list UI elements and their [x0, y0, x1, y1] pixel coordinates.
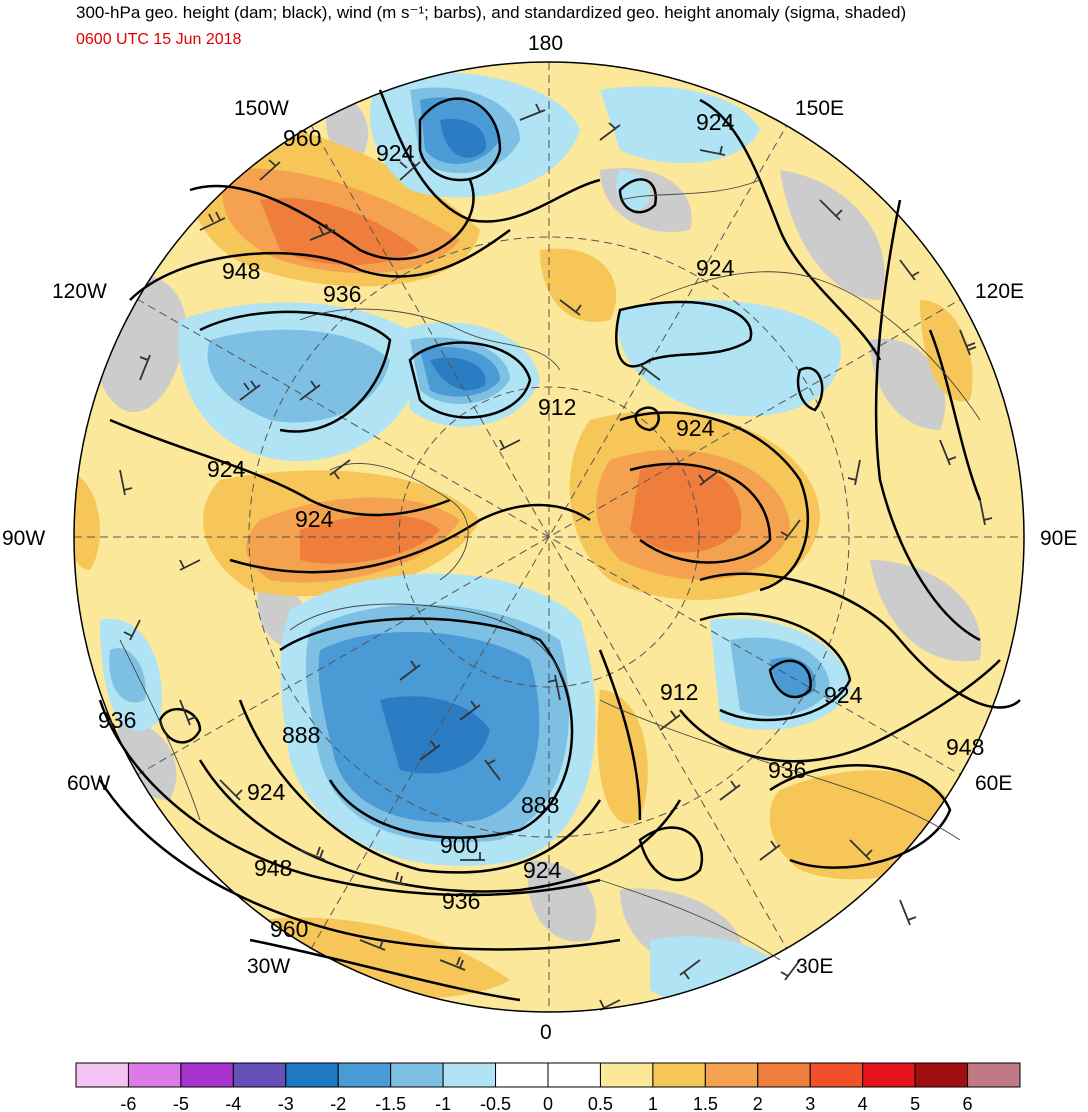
lon-label-150e: 150E: [795, 97, 845, 120]
colorbar-tick-label: 4: [858, 1094, 868, 1112]
contour-labels: 960 924 948 936 924 924 912 924 924 924 …: [98, 109, 984, 942]
colorbar-tick-label: 1.5: [693, 1094, 718, 1112]
map-border: [73, 61, 1025, 1013]
contour-label: 924: [676, 415, 715, 441]
contour-label: 924: [247, 779, 286, 805]
coastlines: [119, 179, 981, 961]
contour-label: 924: [696, 109, 735, 135]
colorbar-swatch: [127, 1062, 182, 1088]
colorbar-tick-label: 1: [648, 1094, 658, 1112]
map-shading: [74, 62, 1024, 1012]
colorbar-tick-label: 0: [543, 1094, 553, 1112]
contour-label: 912: [660, 679, 698, 705]
colorbar-tick-label: 6: [963, 1094, 973, 1112]
colorbar-tick-label: 2: [753, 1094, 763, 1112]
contour-label: 912: [538, 394, 576, 420]
colorbar-tick-label: 5: [910, 1094, 920, 1112]
colorbar-tick-label: -1.5: [375, 1094, 406, 1112]
contour-label: 924: [376, 140, 415, 166]
contour-label: 948: [946, 734, 984, 760]
colorbar-swatch: [757, 1062, 811, 1088]
lon-label-90w: 90W: [2, 527, 46, 550]
colorbar-tick-label: 0.5: [588, 1094, 613, 1112]
height-contours: [98, 89, 1021, 1002]
contour-label: 936: [768, 757, 806, 783]
contour-label: 948: [222, 258, 260, 284]
colorbar-tick-label: -2: [330, 1094, 346, 1112]
contour-label: 924: [523, 857, 562, 883]
lon-label-60w: 60W: [67, 772, 111, 795]
graticule: [74, 62, 1024, 1012]
colorbar-swatch: [914, 1062, 969, 1088]
lon-label-30w: 30W: [247, 955, 291, 978]
colorbar-swatch: [809, 1062, 864, 1088]
contour-label: 948: [254, 855, 292, 881]
colorbar-swatch: [652, 1062, 706, 1088]
wind-barbs: [119, 103, 993, 1011]
chart-title: 300-hPa geo. height (dam; black), wind (…: [76, 3, 907, 22]
lon-label-30e: 30E: [796, 955, 834, 978]
positive-anomaly-3: [260, 198, 742, 564]
colorbar-tick-label: 3: [805, 1094, 815, 1112]
colorbar-tick-label: -0.5: [480, 1094, 511, 1112]
contour-label: 900: [440, 832, 478, 858]
lon-label-90e: 90E: [1040, 527, 1078, 550]
contour-label: 924: [295, 506, 334, 532]
valid-time: 0600 UTC 15 Jun 2018: [76, 31, 242, 48]
colorbar-tick-label: -6: [120, 1094, 136, 1112]
contour-label: 924: [696, 255, 735, 281]
lon-label-120e: 120E: [975, 280, 1025, 303]
colorbar-swatch: [285, 1062, 339, 1088]
contour-label: 936: [442, 888, 480, 914]
lon-label-180: 180: [528, 32, 564, 55]
lon-label-120w: 120W: [52, 280, 107, 303]
colorbar-swatch: [599, 1062, 654, 1088]
colorbar-tick-label: -3: [278, 1094, 294, 1112]
colorbar-swatch: [704, 1062, 759, 1088]
lon-label-0: 0: [540, 1021, 552, 1044]
colorbar-tick-label: -1: [435, 1094, 451, 1112]
colorbar-swatch: [547, 1062, 601, 1088]
colorbar-swatch: [495, 1062, 549, 1088]
colorbar-tick-label: -4: [225, 1094, 241, 1112]
colorbar-swatch: [75, 1062, 129, 1088]
colorbar-swatch: [442, 1062, 497, 1088]
lon-label-150w: 150W: [234, 97, 289, 120]
contour-label: 888: [521, 792, 559, 818]
contour-label: 924: [824, 682, 863, 708]
contour-label: 888: [282, 722, 320, 748]
colorbar-swatch: [390, 1062, 444, 1088]
contour-label: 960: [270, 916, 308, 942]
lon-label-60e: 60E: [975, 772, 1013, 795]
contour-label: 936: [98, 707, 136, 733]
contour-label: 924: [207, 456, 246, 482]
colorbar-swatch: [180, 1062, 234, 1088]
colorbar-swatch: [232, 1062, 287, 1088]
colorbar-tick-label: -5: [173, 1094, 189, 1112]
colorbar-swatch: [967, 1062, 1021, 1088]
colorbar-swatch: [337, 1062, 392, 1088]
contour-label: 960: [283, 125, 321, 151]
colorbar-swatch: [862, 1062, 916, 1088]
contour-label: 936: [323, 281, 361, 307]
